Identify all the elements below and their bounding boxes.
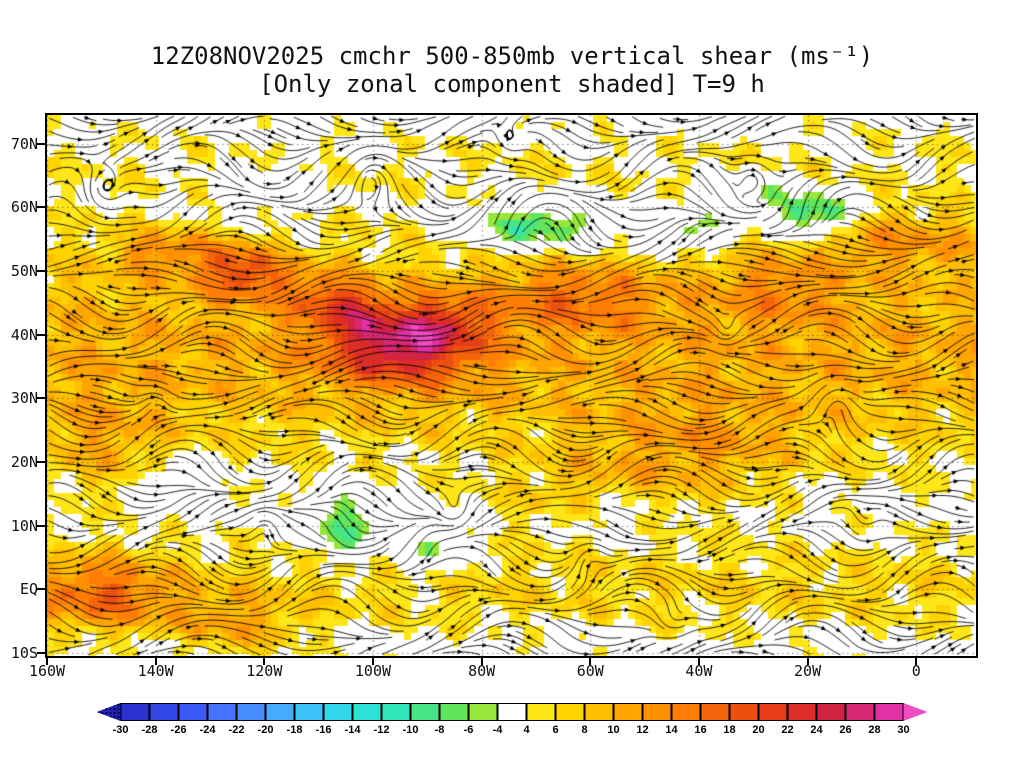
lat-tick-label: 10S <box>10 643 38 662</box>
lon-tick-mark <box>697 658 700 665</box>
lat-tick-mark <box>37 142 45 145</box>
colorbar-segment <box>497 703 527 721</box>
colorbar-segment <box>149 703 179 721</box>
colorbar-segment <box>613 703 643 721</box>
colorbar-segment <box>700 703 730 721</box>
colorbar-tick-label: 18 <box>723 724 736 736</box>
lon-tick-mark <box>480 658 483 665</box>
colorbar-segment <box>758 703 788 721</box>
colorbar-tick-label: 26 <box>839 724 852 736</box>
lat-tick-mark <box>37 269 45 272</box>
colorbar-tick-label: 12 <box>636 724 649 736</box>
lon-tick-label: 40W <box>685 662 713 680</box>
colorbar-tick-label: 24 <box>810 724 823 736</box>
colorbar-segment <box>816 703 846 721</box>
colorbar-segment <box>381 703 411 721</box>
lat-tick-label: 60N <box>10 198 38 217</box>
colorbar-tick-label: 6 <box>552 724 559 736</box>
chart-subtitle: [Only zonal component shaded] T=9 h <box>259 70 765 98</box>
lat-tick-mark <box>37 651 45 654</box>
colorbar-segment <box>787 703 817 721</box>
lon-tick-mark <box>263 658 266 665</box>
lat-tick-label: EQ <box>19 580 38 599</box>
colorbar-segment <box>207 703 237 721</box>
colorbar-tick-label: -8 <box>434 724 445 736</box>
colorbar-tick-label: -14 <box>344 724 361 736</box>
lat-tick-label: 20N <box>10 452 38 471</box>
colorbar-tick-label: 8 <box>581 724 588 736</box>
colorbar-segment <box>874 703 904 721</box>
colorbar-tick-label: -10 <box>402 724 419 736</box>
colorbar-tick-label: -12 <box>373 724 390 736</box>
lat-tick-label: 10N <box>10 516 38 535</box>
chart-title: 12Z08NOV2025 cmchr 500-850mb vertical sh… <box>150 42 874 70</box>
map-plot-area <box>45 113 978 658</box>
colorbar-tick-label: -22 <box>228 724 245 736</box>
streamline-shear-canvas <box>47 115 976 656</box>
colorbar-tick-label: -18 <box>286 724 303 736</box>
colorbar-segment <box>468 703 498 721</box>
colorbar-segment <box>555 703 585 721</box>
colorbar-tick-label: -16 <box>315 724 332 736</box>
lat-tick-mark <box>37 588 45 591</box>
colorbar-segment <box>410 703 440 721</box>
lon-tick-label: 160W <box>28 662 66 680</box>
colorbar-tick-label: -28 <box>141 724 158 736</box>
lat-tick-label: 30N <box>10 389 38 408</box>
lon-tick-mark <box>46 658 48 665</box>
lon-tick-label: 0 <box>911 662 921 680</box>
lon-tick-mark <box>589 658 592 665</box>
lat-tick-mark <box>37 333 45 336</box>
lon-tick-mark <box>915 658 918 665</box>
colorbar-tick-label: 20 <box>752 724 765 736</box>
colorbar-segment <box>352 703 382 721</box>
colorbar: -30 -28 -26 -24 -22 -20 -18 -16 -14 -12 -10 -8 -6 -4 4… <box>96 703 928 736</box>
lat-tick-label: 40N <box>10 325 38 344</box>
colorbar-tick-label: -30 <box>112 724 129 736</box>
lat-tick-label: 70N <box>10 134 38 153</box>
lon-tick-label: 60W <box>576 662 604 680</box>
lon-tick-mark <box>154 658 157 665</box>
lon-tick-label: 80W <box>468 662 496 680</box>
colorbar-segment <box>439 703 469 721</box>
colorbar-tick-label: -24 <box>199 724 216 736</box>
colorbar-segment <box>178 703 208 721</box>
colorbar-segment <box>845 703 875 721</box>
colorbar-segment <box>323 703 353 721</box>
lon-tick-label: 120W <box>246 662 283 680</box>
colorbar-tick-label: 4 <box>523 724 530 736</box>
lon-tick-label: 100W <box>354 662 392 680</box>
colorbar-segment <box>120 703 150 721</box>
lat-tick-mark <box>37 206 45 209</box>
lat-tick-mark <box>37 397 45 400</box>
colorbar-tick-label: 30 <box>897 724 910 736</box>
colorbar-tick-label: -20 <box>257 724 274 736</box>
colorbar-under-arrow <box>96 703 121 721</box>
lon-tick-label: 140W <box>137 662 174 680</box>
colorbar-tick-label: 10 <box>607 724 620 736</box>
colorbar-segment <box>671 703 701 721</box>
colorbar-tick-label: -6 <box>463 724 474 736</box>
colorbar-segment <box>236 703 266 721</box>
colorbar-segment <box>584 703 614 721</box>
lat-tick-mark <box>37 524 45 527</box>
colorbar-tick-label: -26 <box>170 724 187 736</box>
colorbar-tick-label: 28 <box>868 724 881 736</box>
colorbar-tick-label: 14 <box>665 724 678 736</box>
colorbar-segment <box>642 703 672 721</box>
lon-tick-mark <box>806 658 809 665</box>
colorbar-tick-label: 16 <box>694 724 707 736</box>
lon-tick-label: 20W <box>794 662 822 680</box>
colorbar-tick-label: 22 <box>781 724 794 736</box>
colorbar-segment <box>294 703 324 721</box>
lat-tick-mark <box>37 460 45 463</box>
lon-tick-mark <box>371 658 374 665</box>
colorbar-segment <box>526 703 556 721</box>
lat-tick-label: 50N <box>10 261 38 280</box>
colorbar-over-arrow <box>903 703 928 721</box>
colorbar-segment <box>729 703 759 721</box>
colorbar-tick-label: -4 <box>492 724 503 736</box>
colorbar-segment <box>265 703 295 721</box>
